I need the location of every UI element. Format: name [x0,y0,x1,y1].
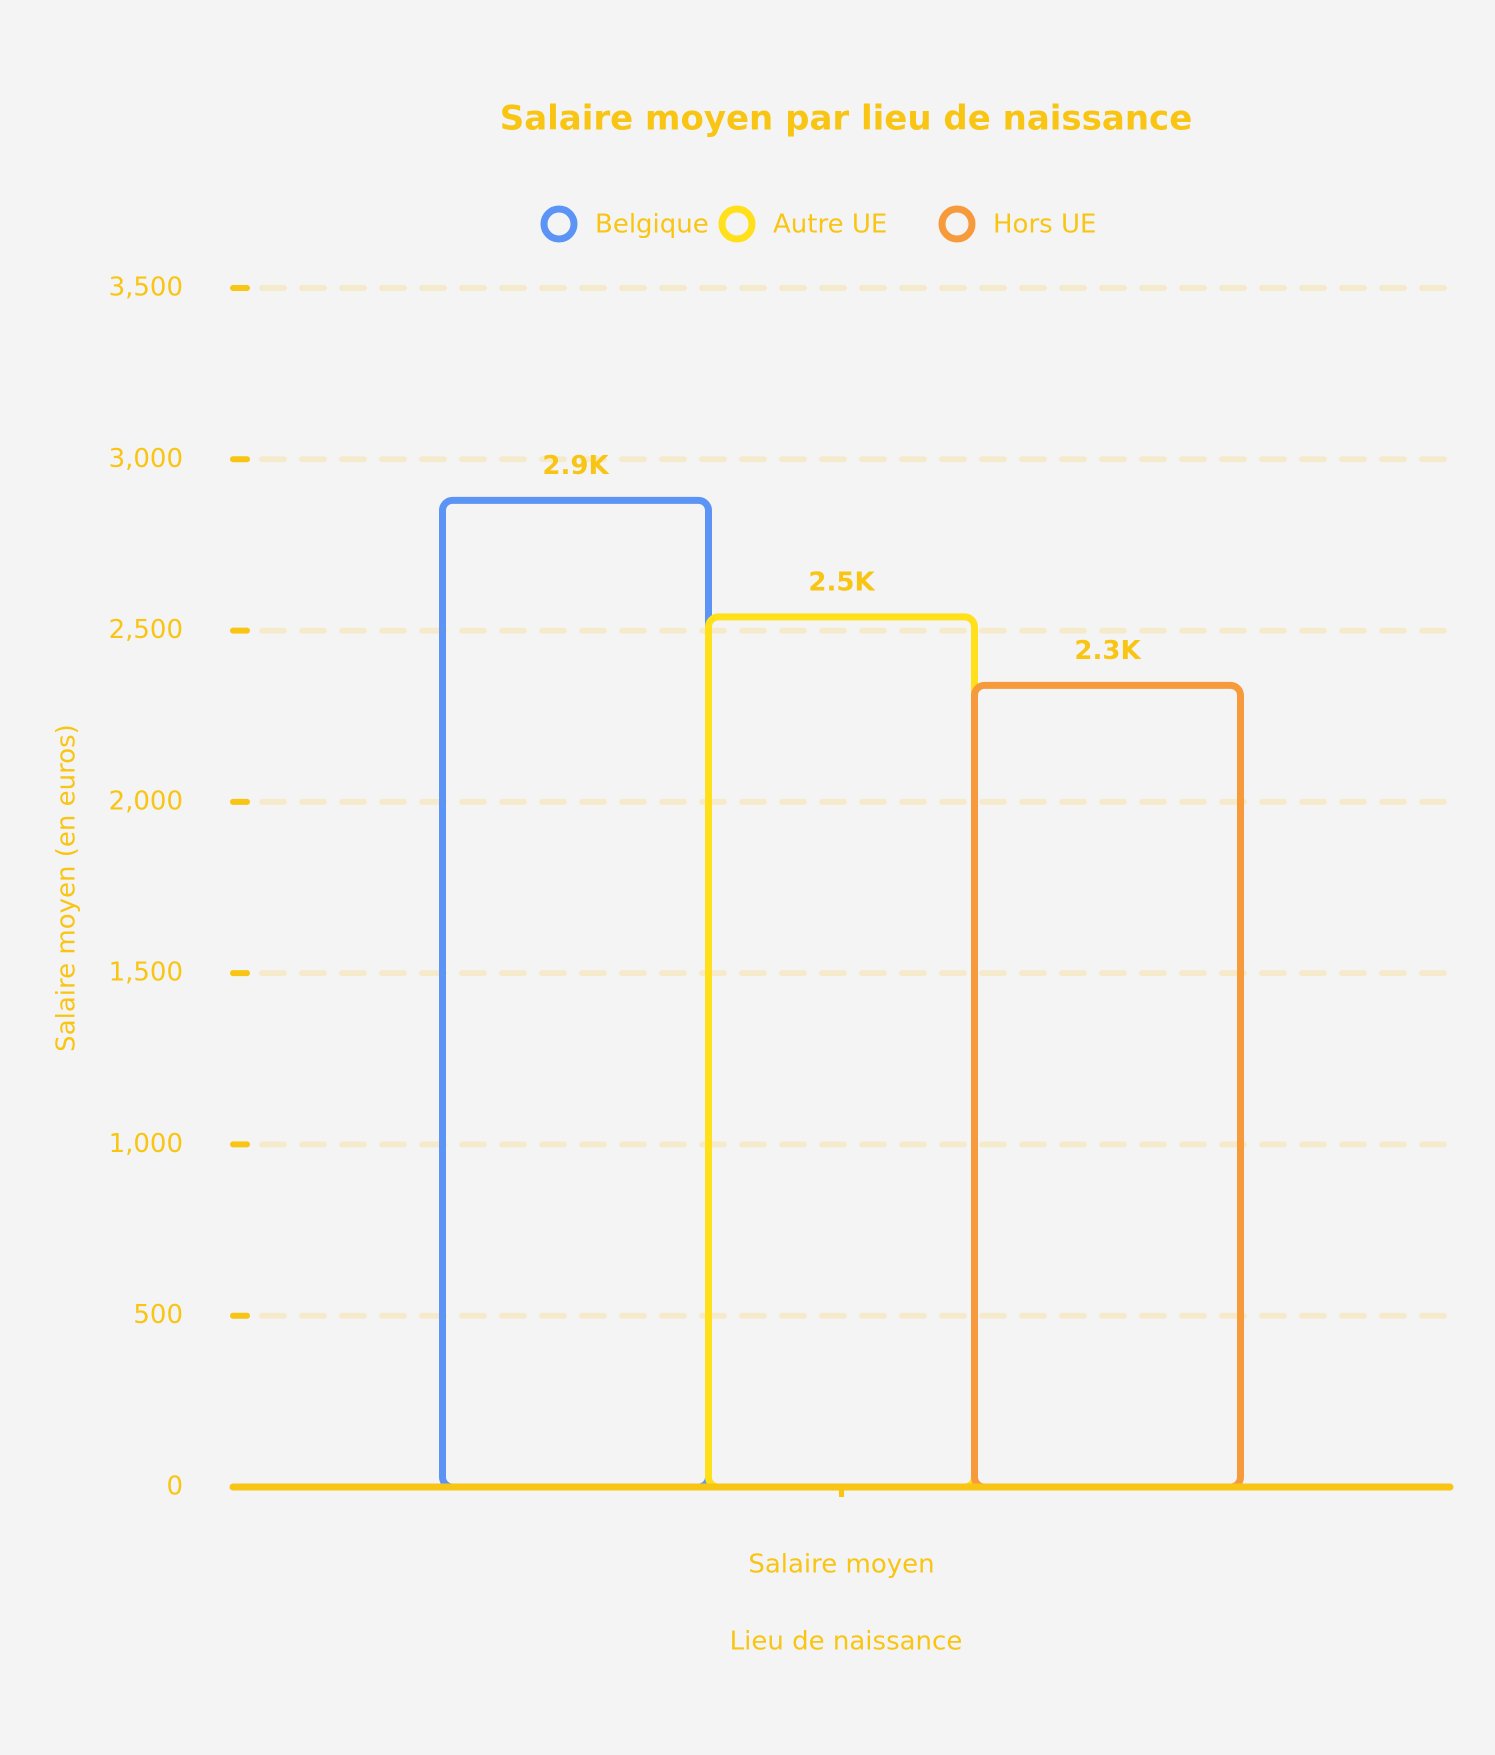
legend-label: Belgique [595,210,709,240]
y-tick-label: 0 [166,1472,183,1502]
y-tick-label: 3,500 [109,273,183,303]
legend-label: Autre UE [773,210,887,240]
value-label: 2.9K [542,451,609,481]
legend-marker [718,205,756,243]
y-tick-label: 3,000 [109,444,183,474]
y-tick-label: 2,500 [109,615,183,645]
y-axis-title: Salaire moyen (en euros) [52,724,82,1052]
chart-title: Salaire moyen par lieu de naissance [500,99,1193,139]
legend-label: Hors UE [993,210,1096,240]
legend-marker [938,205,976,243]
y-tick-label: 1,000 [109,1129,183,1159]
y-tick-label: 500 [133,1300,183,1330]
y-tick-label: 2,000 [109,786,183,816]
x-tick-label: Salaire moyen [748,1550,934,1580]
x-axis-title: Lieu de naissance [730,1627,963,1657]
value-label: 2.5K [808,567,875,597]
value-label: 2.3K [1074,636,1141,666]
y-tick-label: 1,500 [109,958,183,988]
legend-marker [540,205,578,243]
